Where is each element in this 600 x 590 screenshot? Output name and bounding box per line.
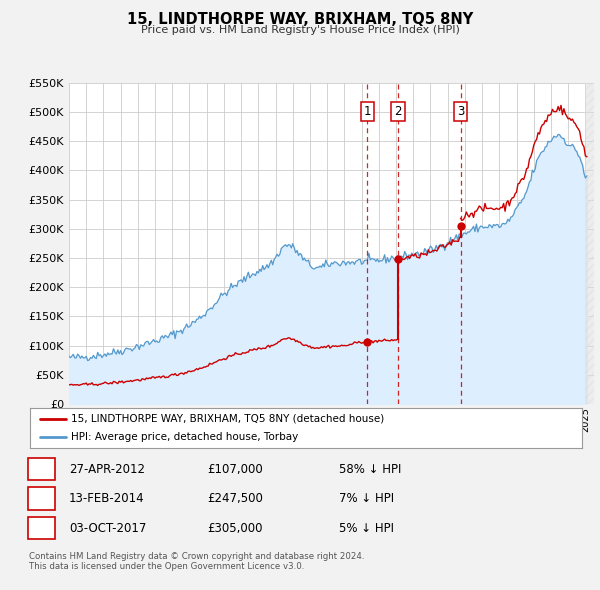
Text: 03-OCT-2017: 03-OCT-2017 [69, 522, 146, 535]
Text: 15, LINDTHORPE WAY, BRIXHAM, TQ5 8NY (detached house): 15, LINDTHORPE WAY, BRIXHAM, TQ5 8NY (de… [71, 414, 385, 424]
Text: 1: 1 [364, 106, 371, 119]
Text: £247,500: £247,500 [207, 492, 263, 505]
Text: £305,000: £305,000 [207, 522, 263, 535]
Text: 7% ↓ HPI: 7% ↓ HPI [339, 492, 394, 505]
Text: Price paid vs. HM Land Registry's House Price Index (HPI): Price paid vs. HM Land Registry's House … [140, 25, 460, 35]
Text: HPI: Average price, detached house, Torbay: HPI: Average price, detached house, Torb… [71, 432, 299, 442]
Text: 13-FEB-2014: 13-FEB-2014 [69, 492, 145, 505]
Text: 27-APR-2012: 27-APR-2012 [69, 463, 145, 476]
Text: 2: 2 [394, 106, 402, 119]
Text: Contains HM Land Registry data © Crown copyright and database right 2024.
This d: Contains HM Land Registry data © Crown c… [29, 552, 364, 571]
Text: 3: 3 [37, 522, 46, 535]
Text: 2: 2 [37, 492, 46, 505]
Text: £107,000: £107,000 [207, 463, 263, 476]
Text: 5% ↓ HPI: 5% ↓ HPI [339, 522, 394, 535]
Text: 1: 1 [37, 463, 46, 476]
Text: 3: 3 [457, 106, 464, 119]
Text: 58% ↓ HPI: 58% ↓ HPI [339, 463, 401, 476]
Text: 15, LINDTHORPE WAY, BRIXHAM, TQ5 8NY: 15, LINDTHORPE WAY, BRIXHAM, TQ5 8NY [127, 12, 473, 27]
